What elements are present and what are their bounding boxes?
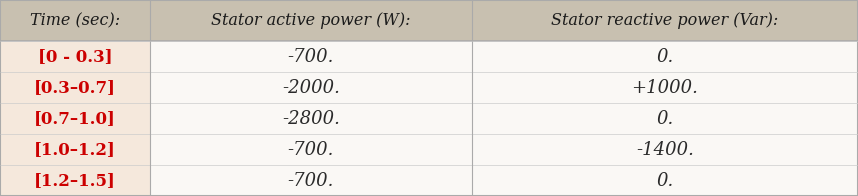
Bar (150, 41, 472, 196)
Text: [1.2–1.5]: [1.2–1.5] (34, 172, 116, 189)
Text: Stator reactive power (Var):: Stator reactive power (Var): (552, 12, 778, 29)
Text: [0.7–1.0]: [0.7–1.0] (34, 110, 116, 127)
Text: 0.: 0. (656, 48, 674, 66)
Text: Time (sec):: Time (sec): (30, 12, 120, 29)
Text: -2800.: -2800. (282, 110, 340, 128)
Text: [1.0–1.2]: [1.0–1.2] (34, 141, 116, 158)
Text: [0 - 0.3]: [0 - 0.3] (38, 48, 112, 65)
Text: -2000.: -2000. (282, 79, 340, 97)
Text: 0.: 0. (656, 172, 674, 190)
Text: 0.: 0. (656, 110, 674, 128)
Text: [0.3–0.7]: [0.3–0.7] (34, 79, 116, 96)
Text: -700.: -700. (287, 172, 335, 190)
Bar (0, 41, 150, 196)
Text: -700.: -700. (287, 141, 335, 159)
Text: +1000.: +1000. (631, 79, 698, 97)
Bar (472, 41, 858, 196)
Text: -1400.: -1400. (636, 141, 694, 159)
Text: Stator active power (W):: Stator active power (W): (211, 12, 411, 29)
Text: -700.: -700. (287, 48, 335, 66)
Bar (0, 0, 858, 41)
